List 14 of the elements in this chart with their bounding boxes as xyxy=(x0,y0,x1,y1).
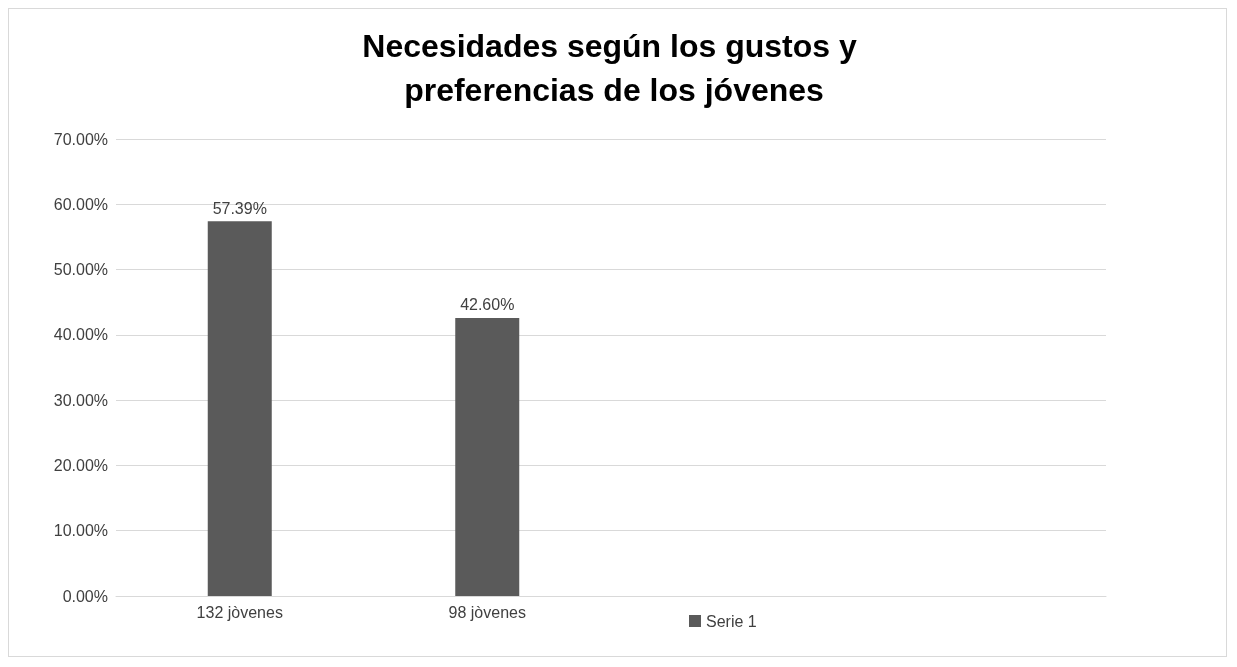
x-tick-label: 132 jòvenes xyxy=(196,603,283,621)
y-tick-label: 10.00% xyxy=(53,522,108,540)
y-tick-label: 20.00% xyxy=(53,456,108,474)
data-label: 42.60% xyxy=(460,296,515,314)
y-tick-label: 60.00% xyxy=(53,195,108,213)
y-tick-label: 30.00% xyxy=(53,391,108,409)
x-tick-label: 98 jòvenes xyxy=(448,603,526,621)
legend-label: Serie 1 xyxy=(706,612,757,630)
chart-title: Necesidades según los gustos y preferencias de los jóvenes xyxy=(362,28,866,108)
y-tick-label: 50.00% xyxy=(53,261,108,279)
y-tick-label: 40.00% xyxy=(53,326,108,344)
data-label: 57.39% xyxy=(212,199,267,217)
y-tick-label: 0.00% xyxy=(62,587,108,605)
y-tick-label: 70.00% xyxy=(53,130,108,148)
